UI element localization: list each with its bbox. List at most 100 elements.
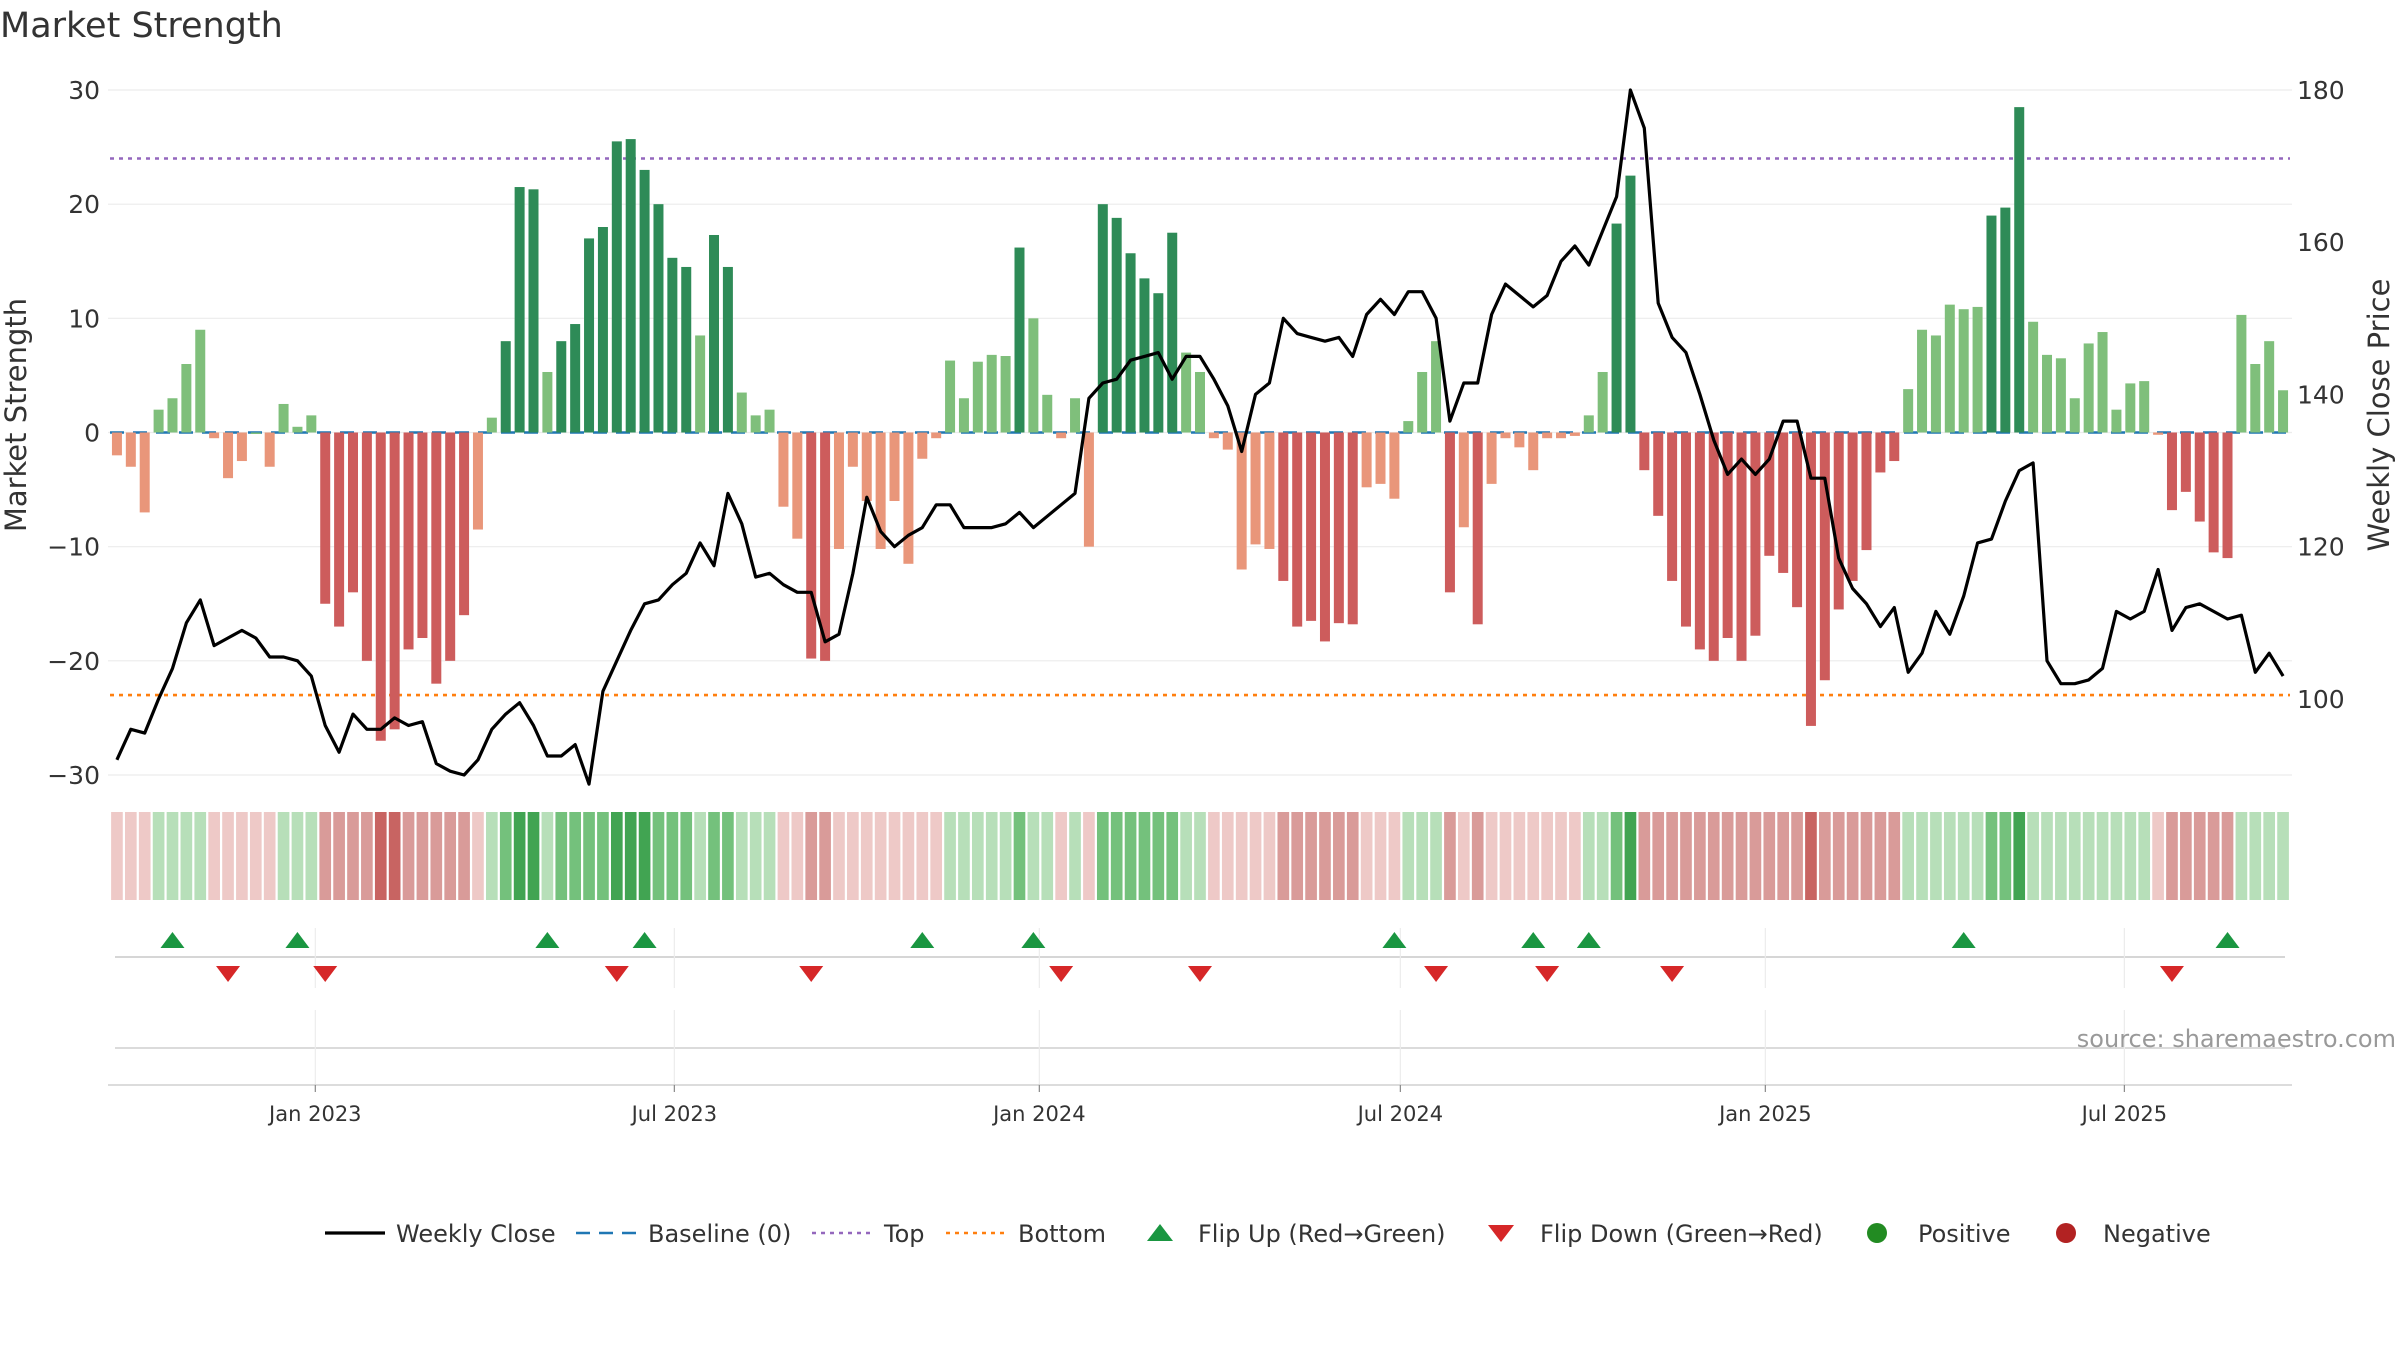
strip-cell [541, 812, 554, 900]
strip-cell [1916, 812, 1928, 900]
legend-flip-down-icon [1488, 1225, 1514, 1242]
strength-bar [250, 432, 261, 434]
strength-bar [1222, 432, 1233, 450]
right-y-tick-label: 180 [2297, 76, 2345, 105]
strength-bar [1569, 432, 1580, 436]
strength-bar [1917, 329, 1928, 433]
strength-bar [459, 432, 470, 616]
strip-cell [1221, 812, 1234, 900]
strength-bar [1181, 352, 1192, 433]
strength-bar [1097, 204, 1108, 433]
flip-up-marker [632, 932, 657, 948]
strip-cell [916, 812, 929, 900]
strip-cell [1291, 812, 1304, 900]
legend-label: Baseline (0) [648, 1220, 791, 1248]
strip-cell [1541, 812, 1553, 900]
strip-cell [1999, 812, 2012, 900]
strip-cell [111, 812, 123, 900]
strip-cell [1374, 812, 1387, 900]
strip-cell [138, 812, 151, 900]
strength-bar [778, 432, 789, 507]
strength-bar [1472, 432, 1483, 625]
strip-cell [388, 812, 401, 900]
strength-bar [2264, 341, 2275, 433]
strength-bar [2180, 432, 2191, 492]
strength-bar [181, 364, 192, 433]
right-y-tick-label: 120 [2297, 533, 2345, 562]
strip-cell [1624, 812, 1637, 900]
legend-flip-up-icon [1147, 1224, 1173, 1241]
left-y-tick-label: −20 [47, 647, 100, 676]
strength-bar [653, 204, 664, 433]
weekly-close-line-layer [115, 88, 2285, 786]
strength-bar [1431, 341, 1442, 433]
left-y-tick-label: −10 [47, 533, 100, 562]
strip-cell [1152, 812, 1165, 900]
strength-bar [1528, 432, 1539, 471]
flip-markers-panel [115, 928, 2285, 1085]
strength-bar [1375, 432, 1386, 484]
strip-cell [583, 812, 595, 900]
x-tick-label: Jan 2025 [1717, 1102, 1812, 1126]
strip-cell [874, 812, 887, 900]
strip-cell [1791, 812, 1803, 900]
legend-label: Flip Up (Red→Green) [1198, 1220, 1446, 1248]
strength-bar [264, 432, 275, 467]
strip-cell [1555, 812, 1567, 900]
strip-cell [222, 812, 234, 900]
strip-cell [1471, 812, 1484, 900]
strength-bar [403, 432, 414, 650]
strip-cell [2027, 812, 2039, 900]
strip-cell [652, 812, 665, 900]
strength-bar [1972, 306, 1983, 433]
strength-bar [903, 432, 914, 564]
strength-bar [1764, 432, 1775, 556]
strength-bar [1389, 432, 1400, 499]
strength-bar [2208, 432, 2219, 553]
strip-cell [1832, 812, 1845, 900]
strip-cell [513, 812, 526, 900]
legend-positive-dot [1867, 1223, 1887, 1243]
flip-up-marker [1382, 932, 1407, 948]
strength-bar [1347, 432, 1358, 625]
strength-bar [1542, 432, 1553, 439]
strip-cell [1943, 812, 1956, 900]
strip-cell [1416, 812, 1428, 900]
strip-cell [2110, 812, 2123, 900]
strip-cell [2193, 812, 2206, 900]
strength-bar [1444, 432, 1455, 593]
strength-bar [1000, 356, 1011, 433]
strength-bar [334, 432, 345, 627]
strength-bar [209, 432, 220, 439]
flip-up-marker [910, 932, 935, 948]
strength-bar [1292, 432, 1303, 627]
legend-label: Flip Down (Green→Red) [1540, 1220, 1823, 1248]
strip-cell [902, 812, 915, 900]
strength-bar [722, 266, 733, 433]
strip-cell [374, 812, 387, 900]
strip-cell [124, 812, 137, 900]
strip-cell [527, 812, 540, 900]
strength-bar [1667, 432, 1678, 581]
strip-cell [805, 812, 818, 900]
strip-cell [1027, 812, 1040, 900]
strength-bar [1903, 389, 1914, 433]
strip-cell [1096, 812, 1109, 900]
flip-down-marker [1049, 966, 1074, 982]
strength-bar [1736, 432, 1747, 661]
strength-bar [639, 169, 650, 433]
strip-cell [2277, 812, 2289, 900]
strength-bar [1694, 432, 1705, 650]
strength-bar [1611, 223, 1622, 433]
strip-cell [610, 812, 623, 900]
x-tick-label: Jul 2023 [630, 1102, 717, 1126]
strength-bar [584, 238, 595, 433]
strength-bar [570, 324, 581, 433]
strip-cell [1957, 812, 1970, 900]
strip-cell [680, 812, 693, 900]
left-y-tick-label: 20 [68, 190, 100, 219]
strip-cell [1069, 812, 1081, 900]
strength-bar [195, 329, 206, 433]
strip-cell [402, 812, 415, 900]
strip-cell [1249, 812, 1262, 900]
